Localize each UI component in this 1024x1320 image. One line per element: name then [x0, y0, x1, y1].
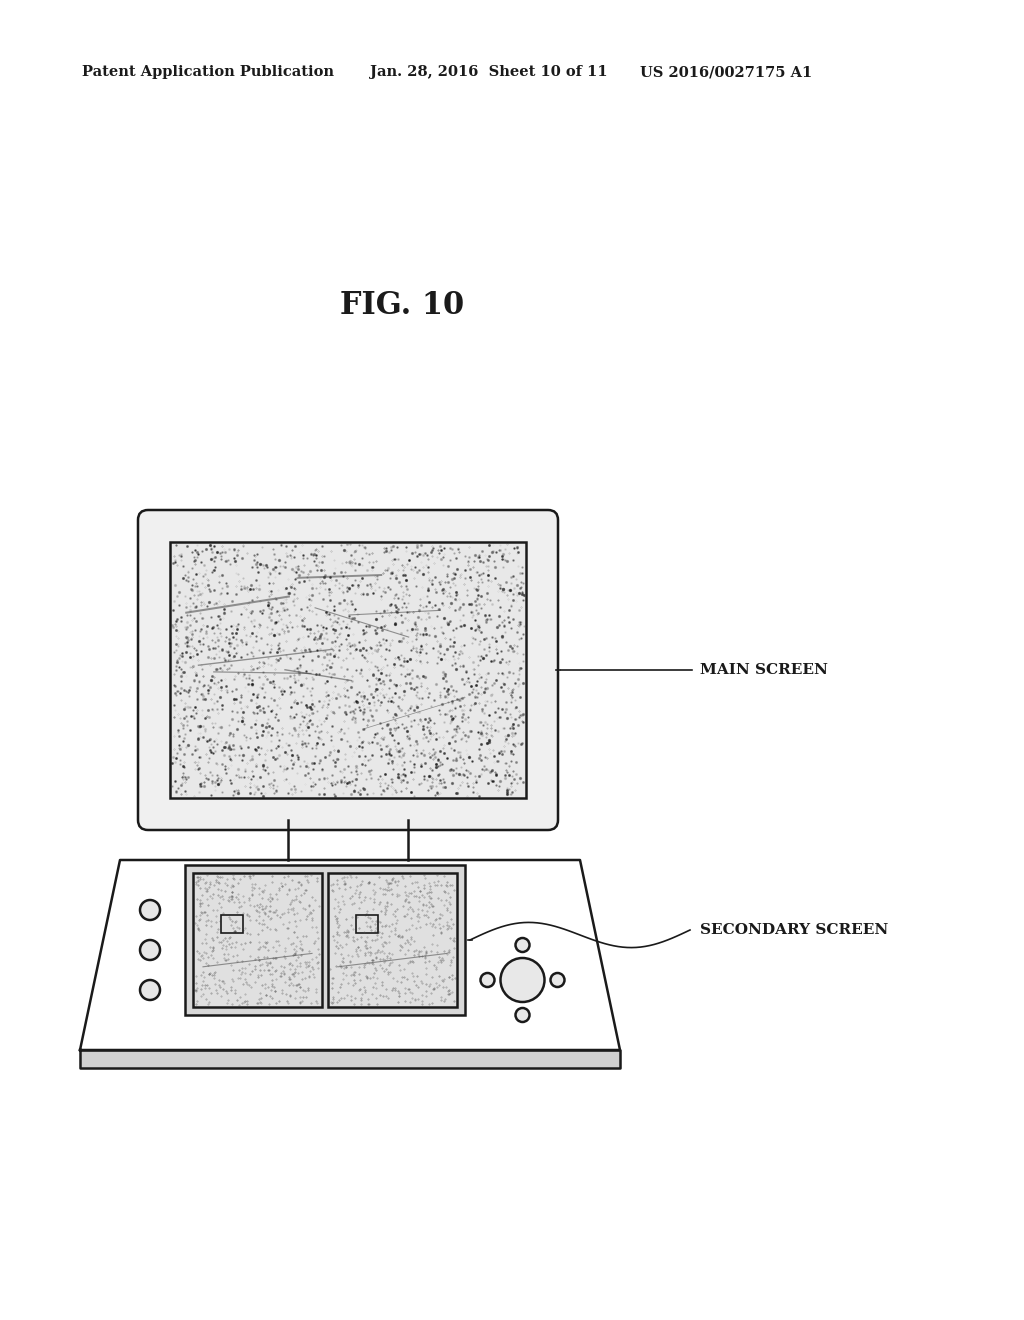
Circle shape [501, 958, 545, 1002]
Text: SECONDARY SCREEN: SECONDARY SCREEN [700, 923, 888, 937]
Circle shape [140, 900, 160, 920]
Bar [170, 543, 526, 799]
Circle shape [551, 973, 564, 987]
FancyBboxPatch shape [138, 510, 558, 830]
Circle shape [515, 939, 529, 952]
Text: Jan. 28, 2016  Sheet 10 of 11: Jan. 28, 2016 Sheet 10 of 11 [370, 65, 607, 79]
Bar [328, 873, 457, 1007]
Circle shape [140, 979, 160, 1001]
Circle shape [480, 973, 495, 987]
Bar [193, 873, 322, 1007]
Bar [185, 865, 465, 1015]
Text: US 2016/0027175 A1: US 2016/0027175 A1 [640, 65, 812, 79]
Text: Patent Application Publication: Patent Application Publication [82, 65, 334, 79]
Text: MAIN SCREEN: MAIN SCREEN [700, 663, 827, 677]
Circle shape [515, 1008, 529, 1022]
Bar [221, 915, 243, 933]
Text: FIG. 10: FIG. 10 [340, 290, 464, 321]
Polygon shape [80, 1049, 620, 1068]
Circle shape [140, 940, 160, 960]
Bar [355, 915, 378, 933]
